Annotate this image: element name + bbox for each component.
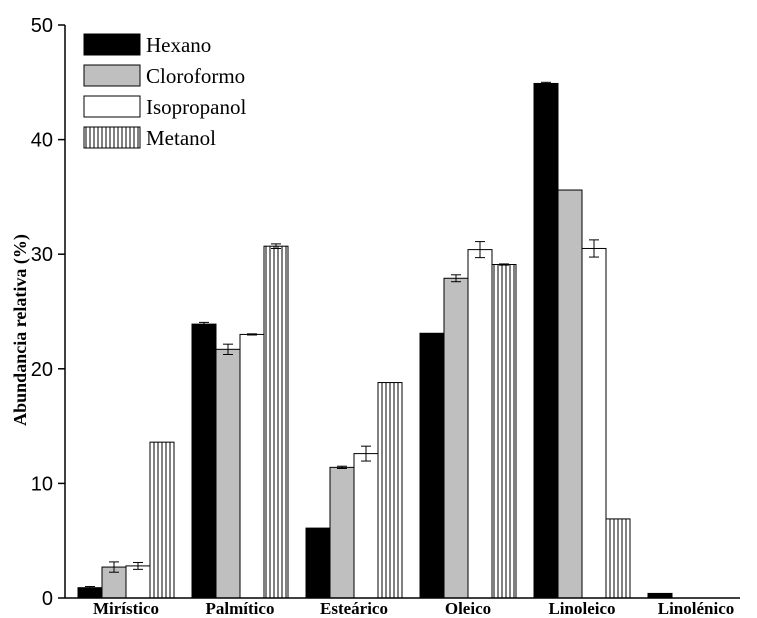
legend-label-cloroformo: Cloroformo: [146, 64, 245, 88]
y-tick-label-20: 20: [31, 359, 53, 381]
error-bar-isopropanol-1: [247, 333, 257, 336]
error-bar-isopropanol-3: [475, 241, 485, 259]
bar-hexano-2: [305, 527, 331, 599]
bar-cloroformo-4: [557, 189, 583, 599]
bar-isopropanol-1: [239, 333, 265, 599]
legend: Hexano Cloroformo Isopropanol Metanol: [83, 33, 246, 150]
error-bar-metanol-1: [271, 243, 281, 249]
y-axis-title: Abundancia relativa (%): [10, 234, 31, 426]
bar-hexano-3: [419, 332, 445, 599]
category-label-5: Linolénico: [658, 599, 735, 618]
error-bar-cloroformo-0: [109, 561, 119, 573]
y-tick-label-0: 0: [42, 588, 53, 610]
error-bar-cloroformo-1: [223, 343, 233, 355]
error-bar-cloroformo-3: [451, 274, 461, 283]
legend-swatch-hexano: [83, 33, 141, 56]
category-label-2: Esteárico: [320, 599, 388, 618]
error-bar-metanol-3: [499, 263, 509, 266]
bar-isopropanol-2: [353, 453, 379, 599]
legend-swatch-cloroformo: [83, 64, 141, 87]
y-tick-label-10: 10: [31, 473, 53, 495]
error-bar-isopropanol-0: [133, 561, 143, 570]
legend-label-metanol: Metanol: [146, 126, 216, 150]
error-bar-hexano-1: [199, 321, 209, 327]
error-bar-hexano-0: [85, 586, 95, 590]
bar-metanol-2: [377, 382, 403, 599]
category-label-1: Palmítico: [206, 599, 275, 618]
category-label-3: Oleico: [445, 599, 491, 618]
bar-isopropanol-0: [125, 565, 151, 599]
legend-swatch-isopropanol: [83, 95, 141, 118]
bar-cloroformo-2: [329, 466, 355, 599]
bar-cloroformo-1: [215, 348, 241, 599]
error-bar-hexano-4: [541, 81, 551, 86]
error-bar-isopropanol-4: [589, 239, 599, 258]
bar-metanol-3: [491, 264, 517, 599]
bar-hexano-1: [191, 323, 217, 599]
error-bar-isopropanol-2: [361, 445, 371, 462]
bar-isopropanol-3: [467, 249, 493, 599]
bar-cloroformo-3: [443, 277, 469, 599]
category-label-0: Mirístico: [93, 599, 159, 618]
bar-metanol-1: [263, 245, 289, 599]
category-label-4: Linoleico: [548, 599, 615, 618]
bar-metanol-4: [605, 518, 631, 599]
error-bar-cloroformo-2: [337, 465, 347, 470]
y-tick-label-40: 40: [31, 130, 53, 152]
bar-metanol-0: [149, 441, 175, 599]
legend-label-isopropanol: Isopropanol: [146, 95, 246, 119]
y-tick-label-30: 30: [31, 244, 53, 266]
bar-hexano-4: [533, 82, 559, 599]
y-tick-label-50: 50: [31, 15, 53, 37]
legend-label-hexano: Hexano: [146, 33, 211, 57]
bar-isopropanol-4: [581, 247, 607, 599]
legend-swatch-metanol: [83, 126, 141, 149]
